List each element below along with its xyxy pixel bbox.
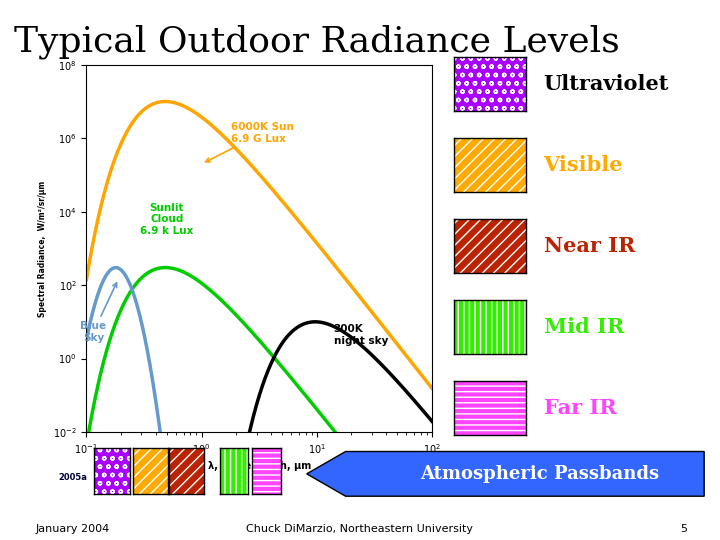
Text: Typical Outdoor Radiance Levels: Typical Outdoor Radiance Levels	[14, 24, 620, 59]
FancyArrow shape	[307, 451, 704, 496]
Text: Near IR: Near IR	[544, 235, 635, 256]
Y-axis label: Spectral Radiance,  W/m²/sr/μm: Spectral Radiance, W/m²/sr/μm	[38, 180, 48, 316]
Text: Far IR: Far IR	[544, 397, 616, 418]
Text: January 2004: January 2004	[36, 524, 110, 534]
Text: Chuck DiMarzio, Northeastern University: Chuck DiMarzio, Northeastern University	[246, 524, 474, 534]
Text: Mid IR: Mid IR	[544, 316, 624, 337]
Text: 2005a: 2005a	[59, 472, 88, 482]
X-axis label: λ, Wavelength, μm: λ, Wavelength, μm	[207, 461, 311, 471]
Text: Blue
Sky: Blue Sky	[81, 283, 117, 343]
Text: Ultraviolet: Ultraviolet	[544, 73, 669, 94]
Text: Atmospheric Passbands: Atmospheric Passbands	[420, 465, 660, 483]
Text: Visible: Visible	[544, 154, 623, 175]
Text: Sunlit
Cloud
6.9 k Lux: Sunlit Cloud 6.9 k Lux	[140, 202, 194, 236]
Text: 300K
night sky: 300K night sky	[333, 325, 388, 346]
Text: 5: 5	[680, 524, 688, 534]
Text: 6000K Sun
6.9 G Lux: 6000K Sun 6.9 G Lux	[206, 122, 294, 162]
